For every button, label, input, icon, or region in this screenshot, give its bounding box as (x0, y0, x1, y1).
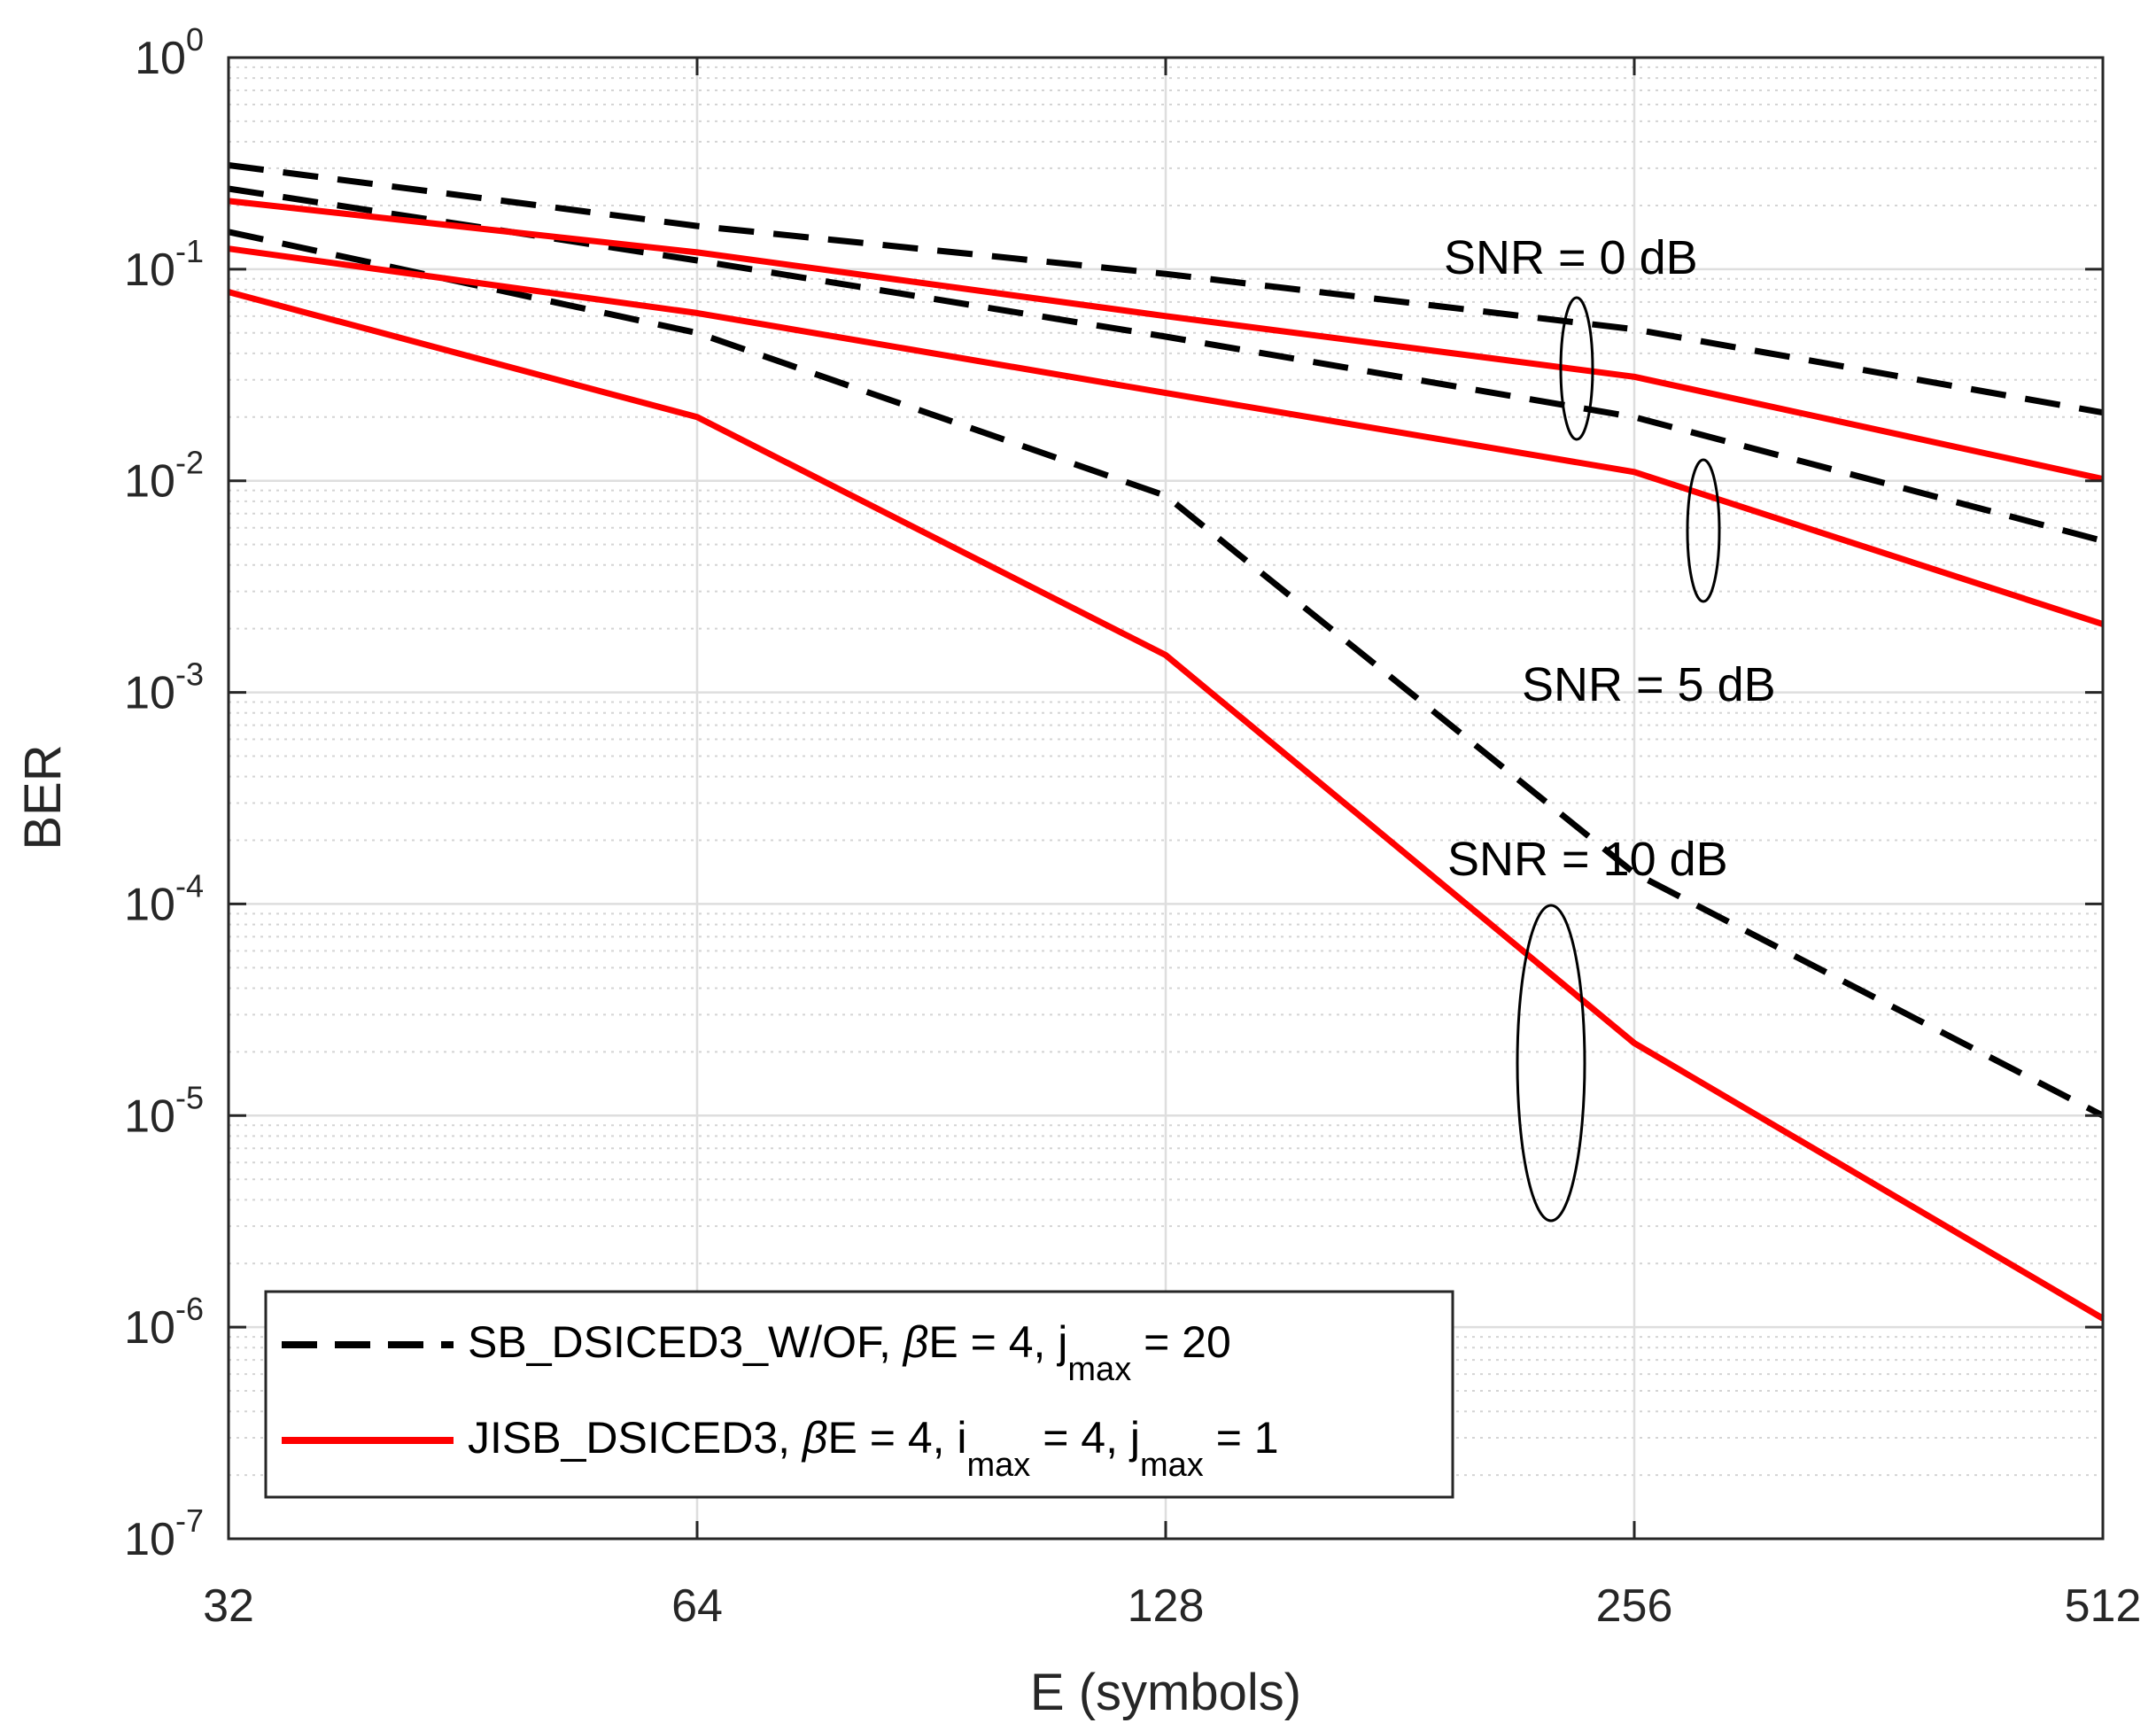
annotation-snr-5db: SNR = 5 dB (1522, 658, 1776, 711)
y-tick-label: 10-6 (124, 1291, 204, 1354)
x-tick-label: 64 (671, 1580, 723, 1632)
axis-ticks (227, 56, 2105, 1541)
y-tick-label: 10-1 (124, 233, 204, 296)
y-tick-label: 100 (135, 21, 204, 84)
annotation-snr-10db: SNR = 10 dB (1447, 833, 1728, 886)
annotation-ellipse-0db (1559, 296, 1594, 441)
y-tick-label: 10-3 (124, 656, 204, 719)
legend-label-jisb-dsiced3: JISB_DSICED3, βE = 4, imax = 4, jmax = 1 (468, 1413, 1279, 1484)
y-tick-label: 10-5 (124, 1079, 204, 1142)
legend-box (264, 1290, 1454, 1499)
annotation-ellipse-5db (1686, 458, 1721, 603)
x-axis-label: E (symbols) (1030, 1664, 1301, 1721)
annotation-ellipse-10db (1516, 904, 1586, 1223)
x-tick-label: 128 (1128, 1580, 1205, 1632)
annotation-snr-0db: SNR = 0 dB (1444, 231, 1698, 284)
series-group (228, 162, 2105, 1322)
y-tick-label: 10-2 (124, 445, 204, 508)
x-tick-label: 512 (2065, 1580, 2142, 1632)
x-tick-label: 256 (1596, 1580, 1673, 1632)
legend-label-sb-dsiced3: SB_DSICED3_W/OF, βE = 4, jmax = 20 (468, 1317, 1231, 1388)
x-tick-label: 32 (203, 1580, 254, 1632)
x-tick-labels: 32 64 128 256 512 (203, 1580, 2141, 1632)
y-tick-label: 10-4 (124, 867, 204, 930)
y-tick-labels: 100 10-1 10-2 10-3 10-4 10-5 10-6 10-7 (124, 21, 204, 1565)
legend: SB_DSICED3_W/OF, βE = 4, jmax = 20 JISB_… (264, 1290, 1454, 1499)
y-tick-label: 10-7 (124, 1502, 204, 1565)
y-axis-label: BER (14, 744, 72, 850)
